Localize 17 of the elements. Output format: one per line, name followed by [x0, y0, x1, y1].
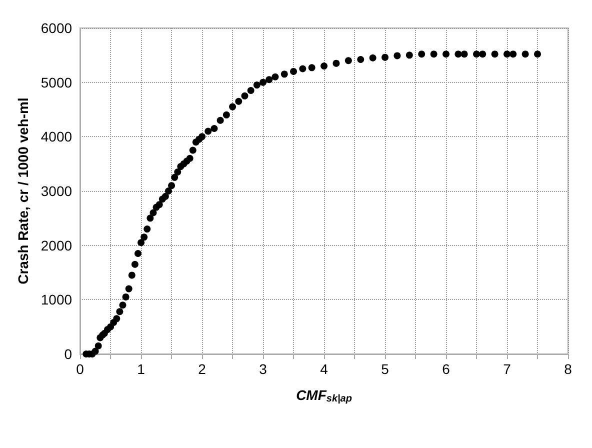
x-tick-label: 4 [320, 361, 328, 377]
y-tick-label: 6000 [40, 20, 72, 36]
y-tick-label: 5000 [40, 74, 72, 90]
x-tick-label: 2 [198, 361, 206, 377]
y-tick-label: 4000 [40, 128, 72, 145]
x-tick-label: 8 [564, 361, 572, 377]
x-tick-label: 1 [137, 361, 146, 377]
x-tick-label: 5 [381, 361, 390, 377]
x-tick-label: 0 [76, 361, 84, 377]
x-tick-label: 7 [503, 361, 512, 377]
x-tick-label: 3 [259, 361, 268, 377]
y-tick-label: 2000 [40, 237, 72, 254]
y-tick-label: 1000 [40, 292, 72, 308]
x-tick-label: 6 [442, 361, 450, 377]
y-axis-title: Crash Rate, cr / 1000 veh-ml [15, 98, 31, 284]
y-tick-label: 0 [64, 346, 72, 362]
y-tick-label: 3000 [40, 183, 72, 199]
